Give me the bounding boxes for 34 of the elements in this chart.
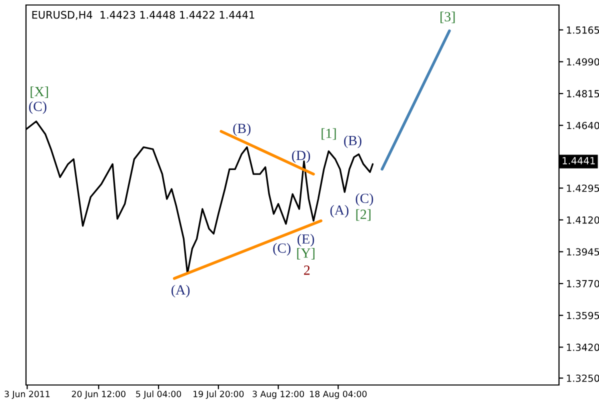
y-tick-label: 1.3420: [567, 344, 599, 352]
chart-title: EURUSD,H4 1.4423 1.4448 1.4422 1.4441: [32, 10, 254, 20]
annotation: (A): [330, 205, 348, 218]
y-tick-label: 1.3945: [567, 248, 599, 256]
y-tick-label: 1.4295: [567, 184, 599, 192]
y-tick-label: 1.3770: [567, 280, 599, 288]
annotation: (E): [298, 234, 314, 247]
x-tick-label: 20 Jun 12:00: [72, 390, 126, 399]
annotation: [3]: [440, 12, 455, 24]
x-tick-label: 18 Aug 04:00: [310, 390, 367, 399]
annotation: [X]: [30, 86, 48, 98]
y-tick-label: 1.4990: [567, 58, 599, 66]
annotation: (A): [172, 284, 190, 298]
annotation: (B): [344, 136, 362, 148]
y-tick-label: 1.4640: [567, 122, 599, 130]
annotation: (C): [273, 243, 290, 256]
text: 1.4441: [562, 157, 595, 164]
y-tick-label: 1.5165: [567, 26, 599, 34]
x-tick-label: 5 Jul 04:00: [136, 390, 182, 399]
annotation: (C): [356, 193, 374, 206]
x-tick-label: 19 Jul 20:00: [194, 390, 244, 399]
annotation: 2: [304, 266, 310, 275]
y-tick-label: 1.3250: [567, 374, 599, 382]
y-tick-label: 1.4120: [567, 216, 599, 224]
x-tick-label: 3 Aug 12:00: [252, 390, 304, 399]
y-tick-label: 1.4815: [567, 90, 599, 98]
annotation: [2]: [356, 209, 370, 221]
annotation: (B): [233, 123, 251, 136]
annotation: (D): [292, 150, 310, 163]
annotation: [Y]: [297, 248, 314, 260]
y-tick-label: 1.3595: [567, 312, 599, 320]
x-tick-label: 3 Jun 2011: [4, 390, 50, 399]
annotation: (C): [29, 101, 46, 114]
annotation: [1]: [322, 128, 336, 140]
